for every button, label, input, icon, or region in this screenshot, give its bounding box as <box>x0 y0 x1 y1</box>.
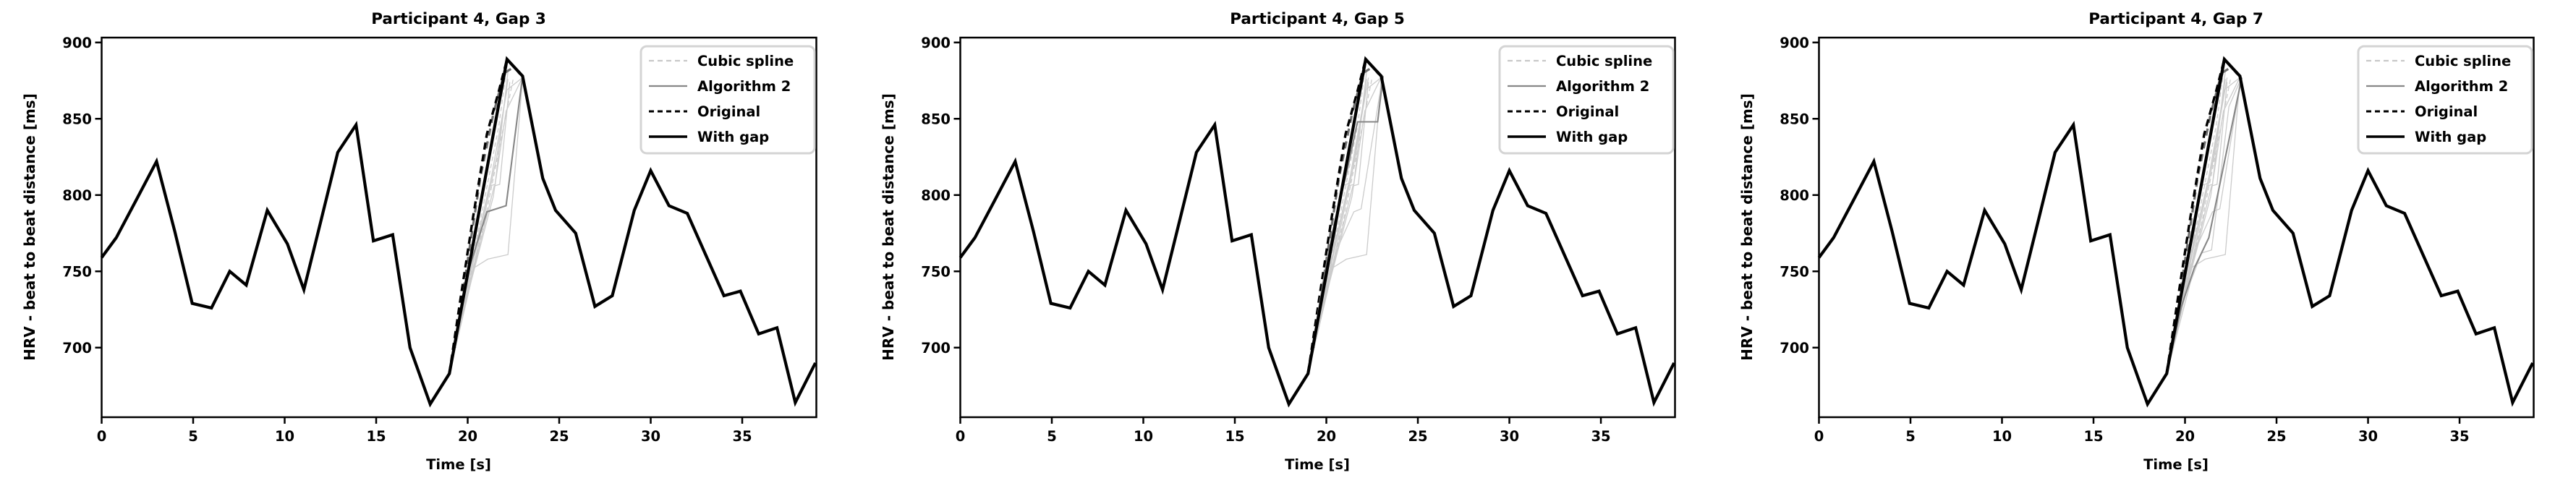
cubic-spline-series <box>1307 65 1366 374</box>
x-axis-label: Time [s] <box>1285 456 1350 473</box>
legend-label: Cubic spline <box>1556 53 1652 69</box>
y-axis-label: HRV - beat to beat distance [ms] <box>21 93 38 361</box>
cubic-spline-series <box>2166 79 2242 374</box>
cubic-spline-series <box>449 82 511 374</box>
y-tick-label: 900 <box>62 35 92 51</box>
plot-area: 0 5 10 15 20 25 30 35 700 750 800 850 900 <box>62 35 817 445</box>
x-tick-label: 15 <box>366 428 386 445</box>
legend: Cubic spline Algorithm 2 Original With g… <box>639 45 816 155</box>
x-tick-label: 0 <box>97 428 107 445</box>
x-tick-label: 5 <box>188 428 198 445</box>
algorithm2-series <box>1307 76 1385 374</box>
cubic-spline-series <box>2166 79 2240 374</box>
legend-box <box>639 45 816 155</box>
original-series <box>448 56 524 374</box>
x-tick-label: 5 <box>1047 428 1057 445</box>
ghost-original-series <box>1312 65 1382 349</box>
x-axis-label: Time [s] <box>426 456 491 473</box>
ghost-original-series <box>454 65 524 349</box>
cubic-spline-series <box>1307 79 1381 374</box>
legend-box <box>1498 45 1675 155</box>
with-gap-series <box>100 56 817 408</box>
original-series <box>1306 56 1382 374</box>
legend-label: With gap <box>1556 129 1628 145</box>
x-tick-label: 25 <box>549 428 569 445</box>
subplot-gap-5: Participant 4, Gap 5 0 5 10 15 20 25 30 35 700 75… <box>880 10 1676 473</box>
legend: Cubic spline Algorithm 2 Original With g… <box>2357 45 2533 155</box>
x-tick-label: 20 <box>2175 428 2195 445</box>
x-tick-label: 35 <box>1591 428 1610 445</box>
ghost-original-series <box>2171 65 2241 349</box>
y-tick-label: 850 <box>1780 111 1809 127</box>
legend-label: Algorithm 2 <box>2415 78 2508 95</box>
panel-title: Participant 4, Gap 7 <box>2088 10 2263 28</box>
axes-frame <box>959 36 1676 419</box>
cubic-spline-series <box>449 79 522 374</box>
y-tick-label: 750 <box>921 263 951 280</box>
x-tick-label: 5 <box>1905 428 1916 445</box>
x-tick-label: 35 <box>732 428 752 445</box>
y-tick-label: 750 <box>1780 263 1809 280</box>
x-tick-label: 30 <box>641 428 660 445</box>
y-tick-label: 800 <box>62 187 92 204</box>
legend-box <box>2357 45 2533 155</box>
plot-area: 0 5 10 15 20 25 30 35 700 750 800 850 900 <box>1780 35 2535 445</box>
y-tick-label: 800 <box>1780 187 1809 204</box>
legend-label: Original <box>1556 103 1619 120</box>
y-axis-label: HRV - beat to beat distance [ms] <box>880 93 897 361</box>
legend-label: Cubic spline <box>697 53 794 69</box>
legend-label: Cubic spline <box>2415 53 2511 69</box>
y-tick-label: 900 <box>921 35 951 51</box>
y-tick-label: 700 <box>62 340 92 356</box>
legend-label: With gap <box>2415 129 2486 145</box>
y-tick-label: 700 <box>921 340 951 356</box>
x-tick-label: 0 <box>956 428 966 445</box>
legend-label: With gap <box>697 129 769 145</box>
panel-title: Participant 4, Gap 3 <box>371 10 546 28</box>
legend-label: Original <box>697 103 760 120</box>
y-tick-label: 900 <box>1780 35 1809 51</box>
legend-label: Algorithm 2 <box>697 78 791 95</box>
x-tick-label: 15 <box>1225 428 1244 445</box>
cubic-spline-series <box>2166 65 2225 374</box>
y-tick-label: 800 <box>921 187 951 204</box>
subplot-gap-7: Participant 4, Gap 7 0 5 10 15 20 25 30 35 700 75… <box>1738 10 2535 473</box>
x-tick-label: 35 <box>2449 428 2469 445</box>
x-tick-label: 25 <box>1408 428 1427 445</box>
x-tick-label: 10 <box>1992 428 2012 445</box>
y-tick-label: 750 <box>62 263 92 280</box>
x-tick-label: 25 <box>2266 428 2286 445</box>
plot-area: 0 5 10 15 20 25 30 35 700 750 800 850 900 <box>921 35 1676 445</box>
x-tick-label: 20 <box>1317 428 1336 445</box>
axes-frame <box>1818 36 2535 419</box>
legend-label: Original <box>2415 103 2478 120</box>
cubic-spline-series <box>449 65 508 374</box>
cubic-spline-series <box>1307 79 1383 374</box>
panel-title: Participant 4, Gap 5 <box>1230 10 1405 28</box>
x-tick-label: 10 <box>1134 428 1153 445</box>
with-gap-series <box>1817 56 2535 408</box>
original-series <box>2165 56 2241 374</box>
y-axis-label: HRV - beat to beat distance [ms] <box>1738 93 1756 361</box>
subplot-gap-3: Participant 4, Gap 3 0 5 10 15 20 25 30 35 700 75… <box>21 10 817 473</box>
x-tick-label: 30 <box>1500 428 1519 445</box>
x-tick-label: 10 <box>275 428 294 445</box>
axes-frame <box>101 36 817 419</box>
x-tick-label: 15 <box>2083 428 2103 445</box>
x-tick-label: 20 <box>458 428 477 445</box>
x-tick-label: 30 <box>2358 428 2378 445</box>
y-tick-label: 850 <box>921 111 951 127</box>
with-gap-series <box>958 56 1676 408</box>
legend: Cubic spline Algorithm 2 Original With g… <box>1498 45 1675 155</box>
x-axis-label: Time [s] <box>2143 456 2209 473</box>
y-tick-label: 850 <box>62 111 92 127</box>
legend-label: Algorithm 2 <box>1556 78 1649 95</box>
y-tick-label: 700 <box>1780 340 1809 356</box>
x-tick-label: 0 <box>1814 428 1824 445</box>
algorithm2-series <box>2166 77 2243 374</box>
